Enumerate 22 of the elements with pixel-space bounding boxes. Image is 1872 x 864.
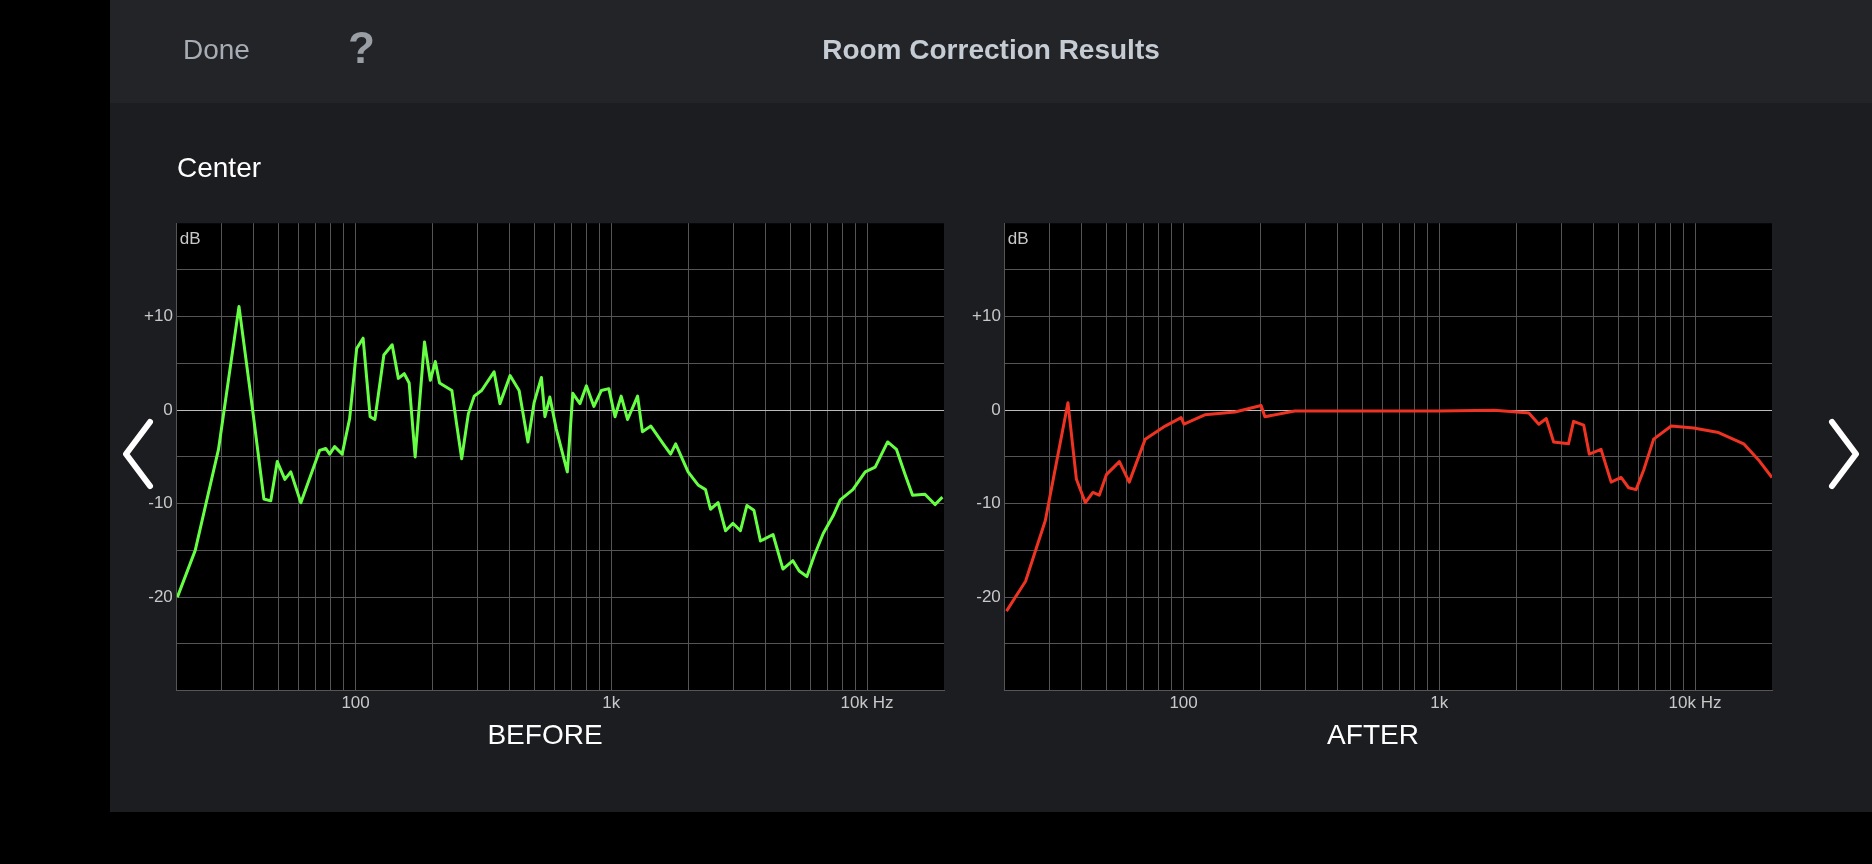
text: Center [177, 152, 262, 184]
x-tick-label: 1k [1430, 693, 1449, 713]
y-tick-label: -10 [148, 493, 173, 513]
text: BEFORE [486, 719, 604, 751]
y-tick-label: 0 [991, 399, 1001, 419]
y-tick-label: 0 [163, 399, 173, 419]
y-axis-title: dB [179, 229, 201, 249]
text: ? [348, 22, 375, 74]
x-tick-label: 10k Hz [1668, 693, 1722, 713]
y-tick-label: -20 [976, 586, 1001, 606]
x-tick-label: 100 [341, 693, 370, 713]
y-tick-label: +10 [971, 306, 1001, 326]
text: Room Correction Results [822, 34, 1160, 65]
y-axis-title: dB [1007, 229, 1029, 249]
text: AFTER [1326, 719, 1420, 751]
y-tick-label: +10 [143, 306, 173, 326]
x-tick-label: 10k Hz [840, 693, 894, 713]
x-tick-label: 100 [1169, 693, 1198, 713]
text: Done [183, 34, 250, 66]
y-tick-label: -10 [976, 493, 1001, 513]
y-tick-label: -20 [148, 586, 173, 606]
x-tick-label: 1k [602, 693, 621, 713]
